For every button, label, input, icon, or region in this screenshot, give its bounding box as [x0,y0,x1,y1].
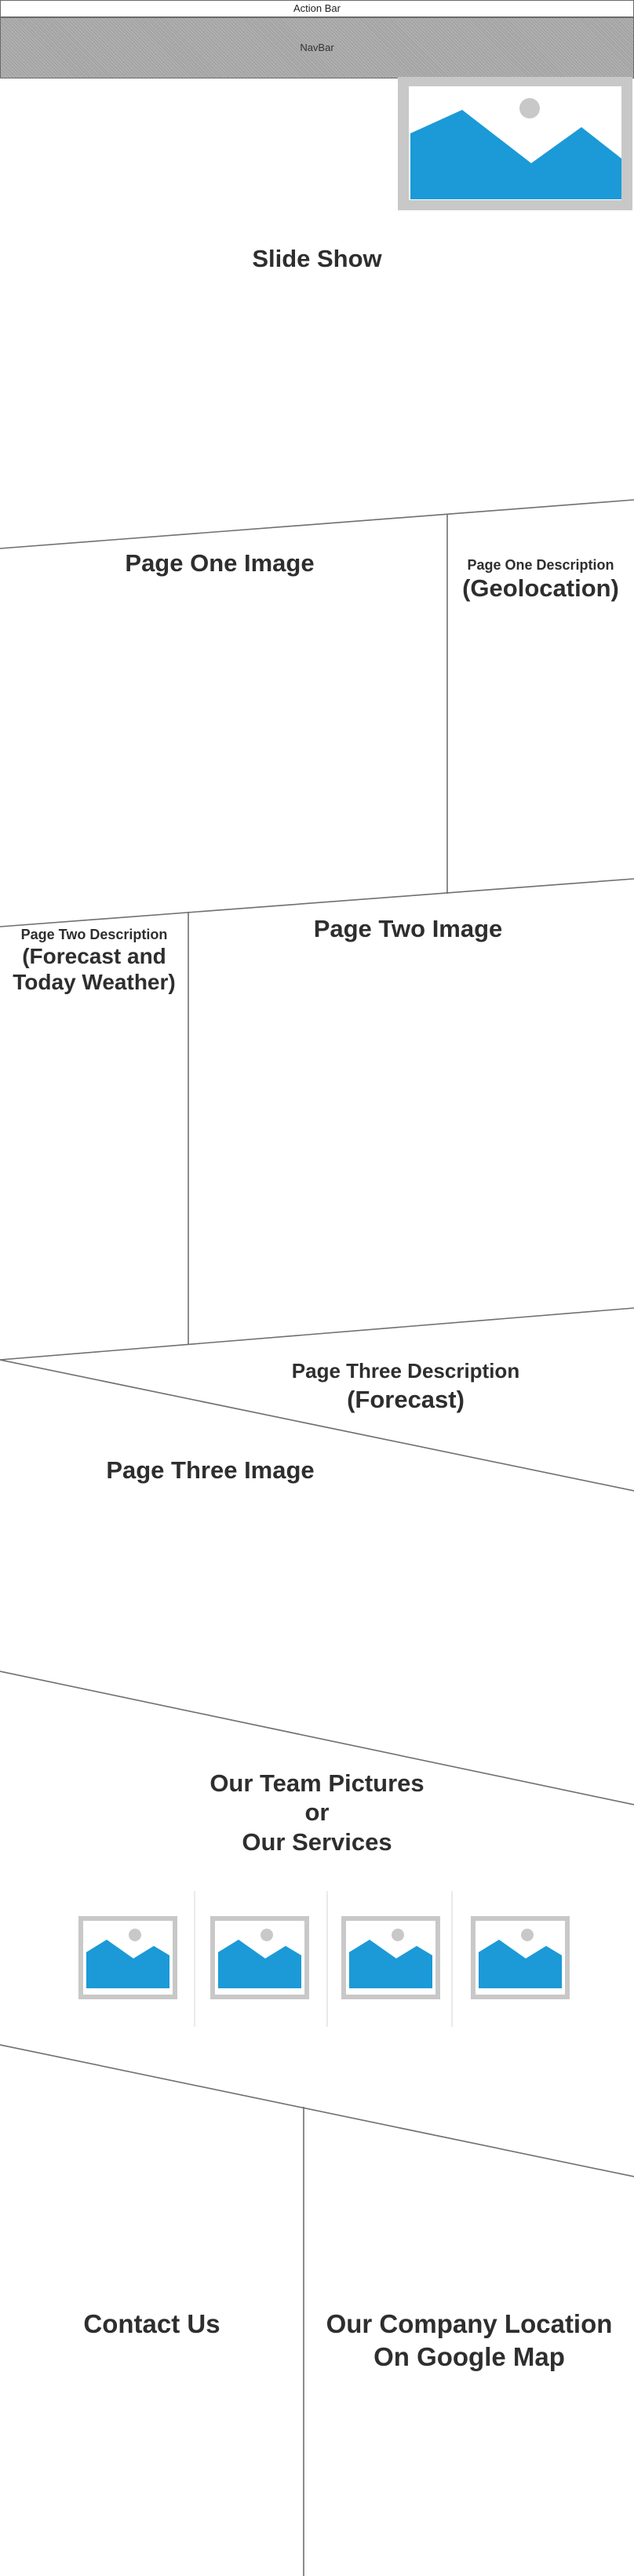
page-two-description: Page Two Description [20,927,168,942]
action-bar: Action Bar [0,0,634,17]
image-placeholder-icon [476,1921,565,1995]
team-picture-1 [78,1916,177,1999]
slideshow-title: Slide Show [252,245,382,272]
page-three-image-title: Page Three Image [106,1456,315,1484]
page-one-description-geolocation: (Geolocation) [462,574,619,602]
image-placeholder-icon [409,86,621,200]
contact-us-title: Contact Us [83,2309,220,2338]
team-title-line2: Our Services [242,1828,392,1856]
image-placeholder-icon [83,1921,173,1995]
company-location-title: Our Company Location [326,2309,613,2338]
team-title-line1: Our Team Pictures [210,1769,424,1797]
team-picture-2 [210,1916,309,1999]
page-three-description: Page Three Description [291,1359,520,1383]
page-three-description-forecast: (Forecast) [347,1386,465,1413]
navbar[interactable]: NavBar [0,17,634,78]
page-two-description-forecast: (Forecast and [22,944,166,968]
page-two-description-weather: Today Weather) [13,970,176,994]
google-map-title: On Google Map [373,2342,565,2371]
image-placeholder-icon [346,1921,435,1995]
team-picture-3 [341,1916,440,1999]
page-one-image-title: Page One Image [125,549,315,577]
hero-image-placeholder [398,77,632,210]
team-picture-4 [471,1916,570,1999]
image-placeholder-icon [215,1921,304,1995]
page-one-description: Page One Description [467,557,614,573]
team-title-or: or [304,1798,330,1826]
page-two-image-title: Page Two Image [313,915,503,942]
